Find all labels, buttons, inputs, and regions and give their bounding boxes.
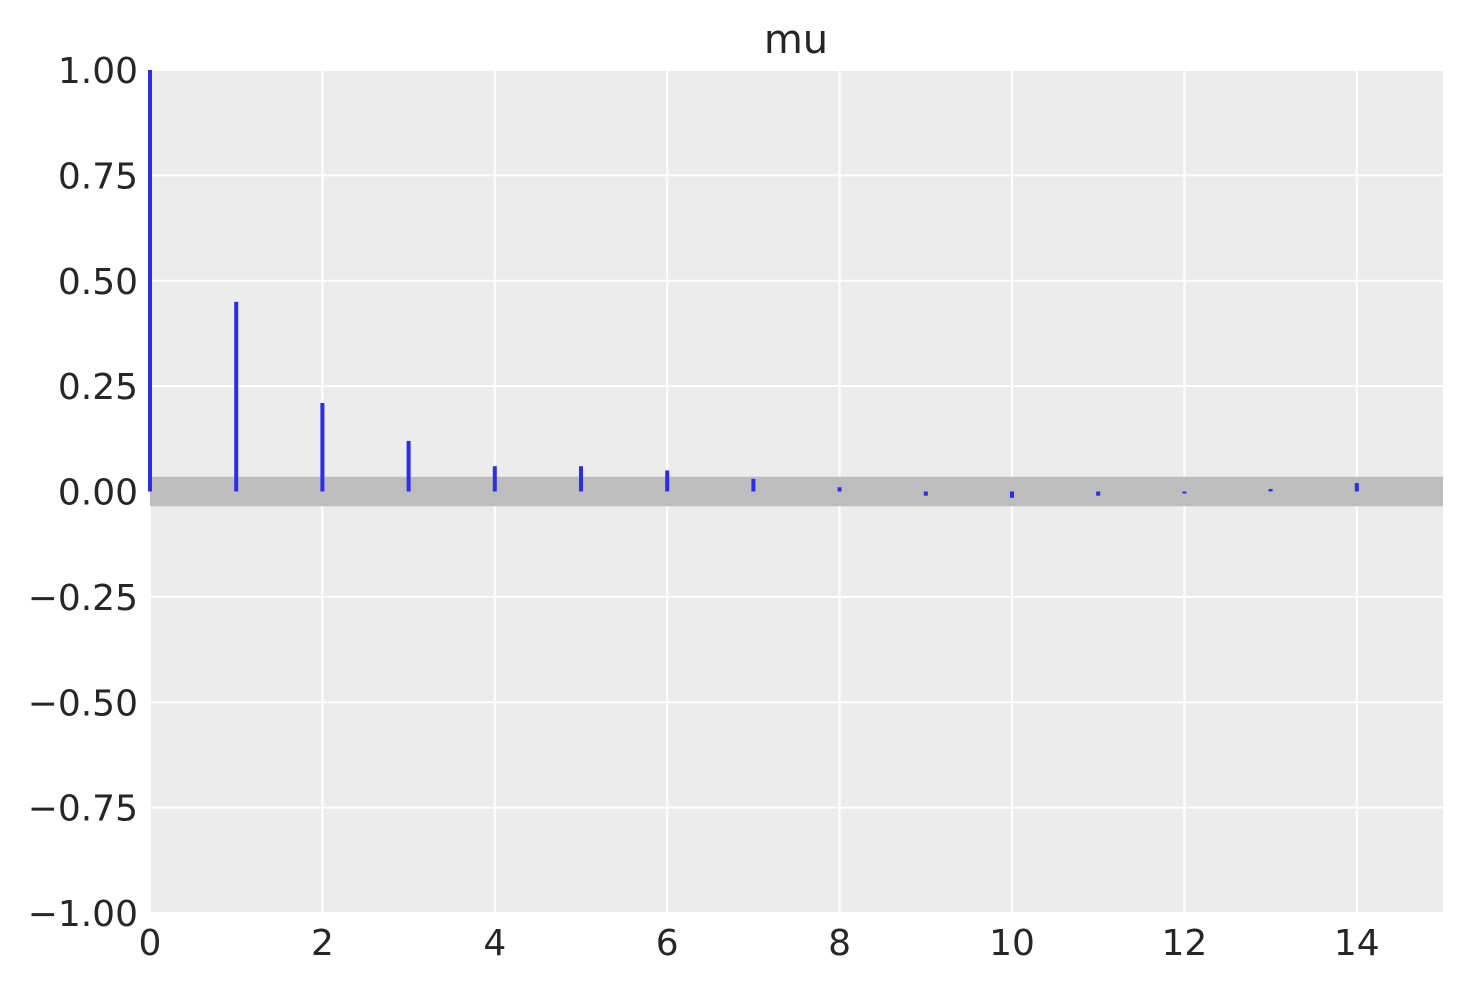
y-tick-label: −1.00 (28, 894, 138, 935)
chart-title: mu (764, 17, 828, 63)
x-tick-label: 10 (989, 923, 1035, 964)
y-tick-label: 0.25 (58, 367, 138, 408)
grid-lines (149, 69, 1443, 914)
autocorrelation-bar-lag-6 (665, 470, 670, 492)
bar-series (148, 70, 1359, 498)
autocorrelation-bar-lag-11 (1096, 491, 1101, 496)
autocorrelation-bar-lag-8 (837, 487, 842, 492)
x-tick-label: 0 (139, 923, 162, 964)
confidence-band (150, 476, 1443, 507)
x-tick-label: 2 (311, 923, 334, 964)
y-tick-label: 1.00 (58, 51, 138, 92)
autocorrelation-bar-lag-2 (320, 402, 325, 492)
x-tick-label: 4 (483, 923, 506, 964)
autocorrelation-bar-lag-0 (148, 70, 152, 492)
x-axis-ticks: 0 2 4 6 8 10 12 14 (139, 923, 1380, 964)
autocorrelation-bar-lag-10 (1010, 491, 1014, 498)
y-tick-label: 0.50 (58, 262, 138, 303)
y-tick-label: 0.75 (58, 156, 138, 197)
autocorrelation-bar-lag-3 (406, 440, 411, 492)
x-tick-label: 8 (828, 923, 851, 964)
y-tick-label: 0.00 (58, 473, 138, 514)
x-tick-label: 14 (1334, 923, 1380, 964)
y-tick-label: −0.50 (28, 683, 138, 724)
x-tick-label: 6 (656, 923, 679, 964)
x-tick-label: 12 (1161, 923, 1207, 964)
autocorrelation-bar-lag-14 (1354, 483, 1359, 492)
autocorrelation-bar-lag-1 (234, 301, 239, 492)
y-tick-label: −0.25 (28, 578, 138, 619)
autocorrelation-bar-lag-12 (1182, 491, 1187, 494)
autocorrelation-bar-lag-9 (923, 491, 928, 496)
autocorrelation-bar-lag-13 (1268, 488, 1273, 492)
y-axis-ticks: 1.00 0.75 0.50 0.25 0.00 −0.25 −0.50 −0.75 −1.00 (28, 51, 138, 935)
autocorrelation-bar-lag-7 (751, 478, 756, 492)
autocorrelation-bar-lag-4 (492, 466, 497, 492)
y-tick-label: −0.75 (28, 789, 138, 830)
autocorrelation-bar-lag-5 (579, 466, 583, 492)
